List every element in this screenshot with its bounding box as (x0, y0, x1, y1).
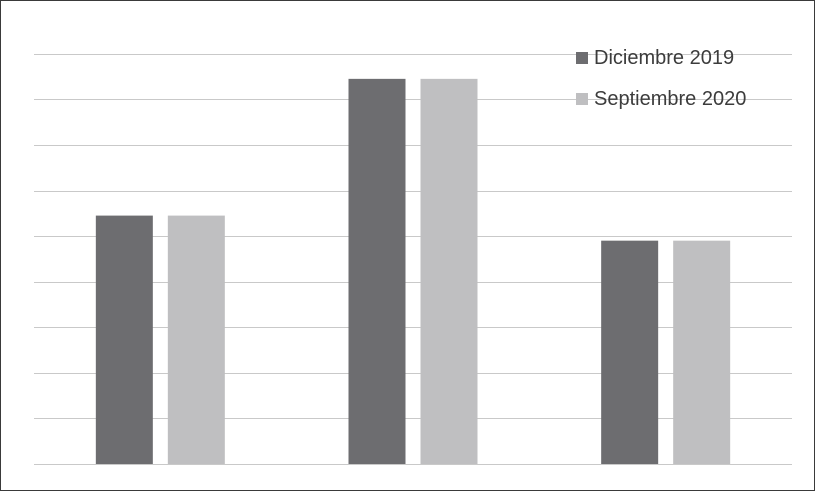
legend-swatch-septiembre-2020 (576, 93, 588, 105)
legend-swatch-diciembre-2019 (576, 52, 588, 64)
legend-label-septiembre-2020: Septiembre 2020 (594, 88, 746, 110)
bar-septiembre-2020-3 (673, 240, 731, 464)
gridlines (34, 54, 792, 465)
bar-diciembre-2019-3 (601, 240, 659, 464)
legend: Diciembre 2019 Septiembre 2020 (576, 47, 746, 110)
bar-septiembre-2020-1 (167, 215, 225, 464)
bar-septiembre-2020-2 (420, 78, 478, 464)
bar-diciembre-2019-1 (95, 215, 153, 464)
bars (95, 78, 731, 464)
legend-entry-0: Diciembre 2019 (576, 47, 734, 69)
legend-label-diciembre-2019: Diciembre 2019 (594, 47, 734, 69)
legend-entry-1: Septiembre 2020 (576, 88, 746, 110)
bar-diciembre-2019-2 (348, 78, 406, 464)
